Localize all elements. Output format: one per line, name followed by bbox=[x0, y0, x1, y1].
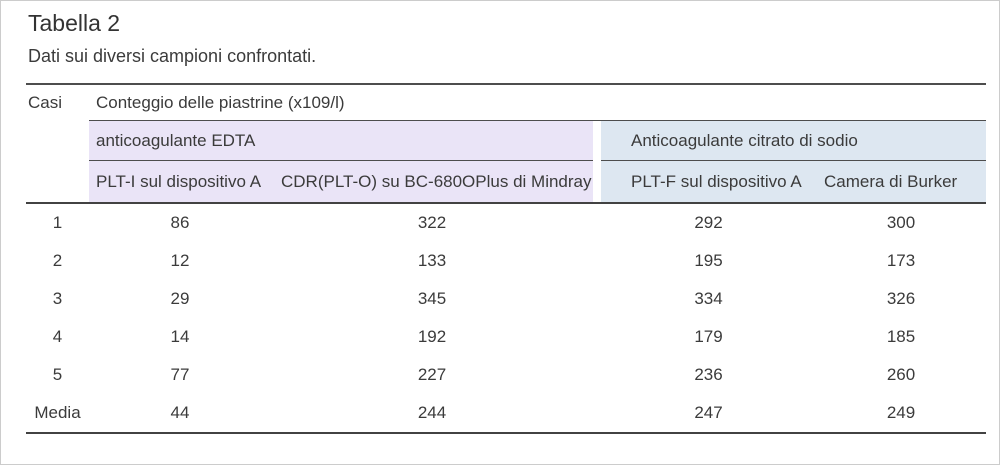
cell-value: 334 bbox=[694, 289, 723, 309]
cell-value: 236 bbox=[694, 365, 723, 385]
row-label: 5 bbox=[52, 365, 63, 385]
cell-value: 133 bbox=[417, 251, 447, 271]
table-row: 3 29 345 334 326 bbox=[26, 280, 986, 318]
column-header-burker: Camera di Burker bbox=[816, 161, 986, 203]
cell-value: 247 bbox=[694, 403, 723, 423]
cell-value: 195 bbox=[694, 251, 723, 271]
group-gap bbox=[593, 161, 601, 203]
group-header-edta: anticoagulante EDTA bbox=[89, 121, 593, 162]
column-header-plt-f: PLT-F sul dispositivo A bbox=[601, 161, 816, 203]
header-row-groups: anticoagulante EDTA Anticoagulante citra… bbox=[26, 121, 986, 162]
empty-corner-cell bbox=[26, 121, 89, 161]
table-row: 2 12 133 195 173 bbox=[26, 242, 986, 280]
cell-value: 179 bbox=[694, 327, 723, 347]
cell-value: 14 bbox=[170, 327, 190, 347]
cell-value: 326 bbox=[886, 289, 916, 309]
row-label: 2 bbox=[52, 251, 63, 271]
paper-table-figure: Tabella 2 Dati sui diversi campioni conf… bbox=[1, 10, 999, 435]
cell-value: 322 bbox=[417, 213, 447, 233]
cell-value: 77 bbox=[170, 365, 190, 385]
cell-value: 260 bbox=[886, 365, 916, 385]
header-row-methods: PLT-I sul dispositivo A CDR(PLT-O) su BC… bbox=[26, 161, 986, 205]
cell-value: 345 bbox=[417, 289, 447, 309]
group-gap bbox=[593, 280, 601, 318]
group-gap bbox=[593, 121, 601, 162]
cell-value: 173 bbox=[886, 251, 916, 271]
group-header-citrato: Anticoagulante citrato di sodio bbox=[601, 121, 986, 162]
table-row-media: Media 44 244 247 249 bbox=[26, 394, 986, 432]
table-body: 1 86 322 292 300 2 12 133 195 173 3 29 3… bbox=[26, 204, 986, 435]
column-header-cdr-plt-o: CDR(PLT-O) su BC-680OPlus di Mindray bbox=[271, 161, 593, 203]
column-header-platelet-count: Conteggio delle piastrine (x109/l) bbox=[89, 85, 986, 122]
cell-value: 192 bbox=[417, 327, 447, 347]
group-gap bbox=[593, 242, 601, 280]
row-label: Media bbox=[34, 403, 81, 423]
table-caption: Dati sui diversi campioni confrontati. bbox=[28, 45, 317, 66]
table-title: Tabella 2 bbox=[28, 10, 121, 36]
column-header-casi: Casi bbox=[28, 93, 63, 113]
group-gap bbox=[593, 204, 601, 242]
group-gap bbox=[593, 318, 601, 356]
cell-value: 227 bbox=[417, 365, 447, 385]
group-gap bbox=[593, 356, 601, 394]
table-row: 4 14 192 179 185 bbox=[26, 318, 986, 356]
data-table: Casi Conteggio delle piastrine (x109/l) … bbox=[26, 83, 986, 435]
group-gap bbox=[593, 394, 601, 432]
cell-value: 300 bbox=[886, 213, 916, 233]
row-label: 1 bbox=[52, 213, 63, 233]
cell-value: 29 bbox=[170, 289, 190, 309]
table-row: 1 86 322 292 300 bbox=[26, 204, 986, 242]
row-label: 4 bbox=[52, 327, 63, 347]
header-row-unit: Casi Conteggio delle piastrine (x109/l) bbox=[26, 85, 986, 122]
cell-value: 185 bbox=[886, 327, 916, 347]
cell-value: 249 bbox=[886, 403, 916, 423]
row-label: 3 bbox=[52, 289, 63, 309]
table-row: 5 77 227 236 260 bbox=[26, 356, 986, 394]
empty-corner-cell bbox=[26, 161, 89, 202]
cell-value: 12 bbox=[170, 251, 190, 271]
cell-value: 44 bbox=[170, 403, 190, 423]
column-header-plt-i: PLT-I sul dispositivo A bbox=[89, 161, 271, 203]
cell-value: 292 bbox=[694, 213, 723, 233]
cell-value: 244 bbox=[417, 403, 447, 423]
cell-value: 86 bbox=[170, 213, 190, 233]
